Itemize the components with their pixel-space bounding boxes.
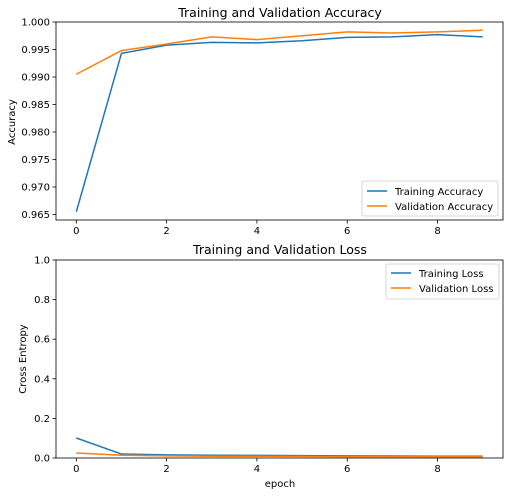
accuracy-y-axis-label: Accuracy — [7, 99, 18, 145]
training-accuracy-line — [75, 33, 483, 212]
accuracy-x-tick-label: 2 — [163, 226, 169, 237]
loss-y-tick-label: 0.4 — [34, 374, 50, 385]
accuracy-y-tick-label: 0.975 — [21, 155, 50, 166]
loss-y-ticks: 0.0 0.2 0.4 0.6 0.8 1.0 — [34, 256, 56, 465]
loss-y-axis-label: Cross Entropy — [18, 324, 29, 394]
loss-legend: Training Loss Validation Loss — [385, 263, 500, 300]
loss-y-tick-label: 0.2 — [34, 414, 50, 425]
loss-y-tick-label: 0.6 — [34, 335, 50, 346]
loss-legend-label-training: Training Loss — [418, 269, 484, 280]
accuracy-legend: Training Accuracy Validation Accuracy — [361, 180, 499, 217]
loss-y-tick-label: 0.0 — [34, 454, 50, 465]
loss-x-axis-label: epoch — [265, 479, 295, 490]
loss-legend-label-validation: Validation Loss — [419, 284, 494, 295]
loss-y-tick-label: 0.8 — [34, 295, 50, 306]
loss-series-lines — [76, 437, 483, 458]
accuracy-y-tick-label: 0.970 — [21, 183, 50, 194]
accuracy-y-tick-label: 0.985 — [21, 100, 50, 111]
accuracy-legend-box — [361, 180, 499, 217]
accuracy-series-lines — [75, 29, 483, 212]
accuracy-legend-label-training: Training Accuracy — [394, 187, 483, 198]
accuracy-chart-title: Training and Validation Accuracy — [177, 5, 382, 20]
accuracy-y-ticks: 0.965 0.970 0.975 0.980 0.985 0.990 0.995 1.000 — [21, 18, 56, 221]
accuracy-x-tick-label: 8 — [434, 226, 440, 237]
loss-chart: Training and Validation Loss Cross Entro… — [18, 242, 504, 490]
loss-x-tick-label: 4 — [254, 464, 260, 475]
accuracy-y-tick-label: 0.980 — [21, 128, 50, 139]
accuracy-plot-area — [55, 21, 504, 221]
accuracy-y-tick-label: 0.990 — [21, 73, 50, 84]
loss-x-tick-label: 0 — [73, 464, 79, 475]
accuracy-x-ticks: 0 2 4 6 8 — [73, 220, 441, 237]
validation-accuracy-line — [75, 29, 483, 75]
accuracy-x-tick-label: 4 — [254, 226, 260, 237]
accuracy-x-tick-label: 0 — [73, 226, 79, 237]
accuracy-y-tick-label: 0.995 — [21, 45, 50, 56]
loss-x-ticks: 0 2 4 6 8 — [73, 458, 441, 475]
accuracy-legend-label-validation: Validation Accuracy — [395, 202, 493, 213]
accuracy-x-tick-label: 6 — [344, 226, 350, 237]
loss-x-tick-label: 6 — [344, 464, 350, 475]
accuracy-chart: Training and Validation Accuracy Accurac… — [7, 5, 504, 237]
loss-y-tick-label: 1.0 — [34, 256, 50, 267]
loss-chart-title: Training and Validation Loss — [192, 242, 367, 257]
loss-plot-area — [55, 259, 504, 459]
loss-x-tick-label: 8 — [434, 464, 440, 475]
validation-loss-line — [76, 452, 483, 458]
loss-x-tick-label: 2 — [163, 464, 169, 475]
accuracy-y-tick-label: 1.000 — [21, 18, 50, 29]
accuracy-y-tick-label: 0.965 — [21, 210, 50, 221]
loss-legend-box — [385, 263, 500, 300]
